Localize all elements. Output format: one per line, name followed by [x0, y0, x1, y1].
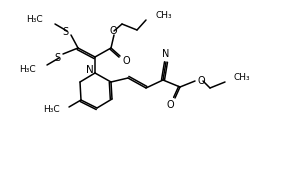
Text: CH₃: CH₃ — [234, 73, 251, 83]
Text: CH₃: CH₃ — [155, 12, 171, 20]
Text: N: N — [162, 49, 170, 59]
Text: H₃C: H₃C — [43, 106, 60, 115]
Text: O: O — [109, 26, 117, 36]
Text: H₃C: H₃C — [26, 14, 43, 24]
Text: O: O — [166, 100, 174, 110]
Text: O: O — [197, 76, 205, 86]
Text: S: S — [62, 27, 68, 37]
Text: H₃C: H₃C — [19, 64, 36, 73]
Text: N: N — [86, 65, 94, 75]
Text: S: S — [54, 53, 60, 63]
Text: O: O — [122, 56, 130, 66]
